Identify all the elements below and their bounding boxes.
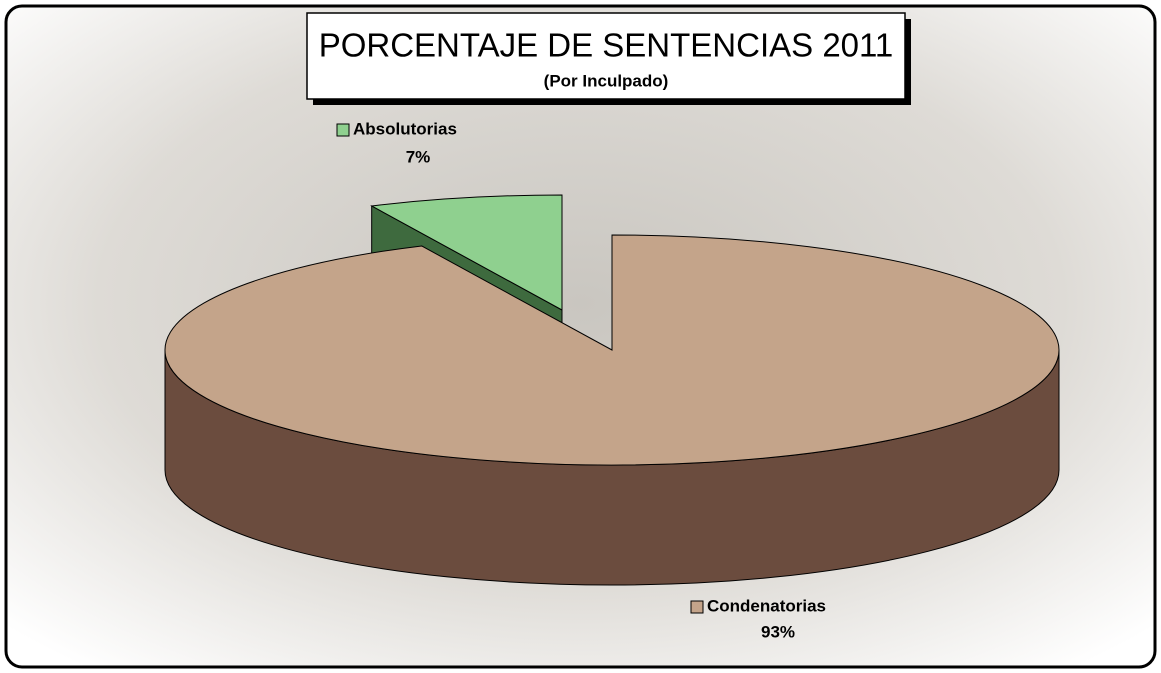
label-marker bbox=[691, 601, 703, 613]
slice-label: Condenatorias bbox=[707, 596, 826, 615]
page: PORCENTAJE DE SENTENCIAS 2011 (Por Incul… bbox=[0, 0, 1161, 673]
chart: PORCENTAJE DE SENTENCIAS 2011 (Por Incul… bbox=[0, 0, 1161, 673]
chart-title: PORCENTAJE DE SENTENCIAS 2011 bbox=[319, 27, 894, 64]
value-label: 7% bbox=[406, 147, 431, 166]
label-marker bbox=[337, 124, 349, 136]
slice bbox=[165, 235, 1059, 465]
value-label: 93% bbox=[761, 622, 795, 641]
slice-label: Absolutorias bbox=[353, 119, 457, 138]
chart-subtitle: (Por Inculpado) bbox=[544, 71, 669, 90]
